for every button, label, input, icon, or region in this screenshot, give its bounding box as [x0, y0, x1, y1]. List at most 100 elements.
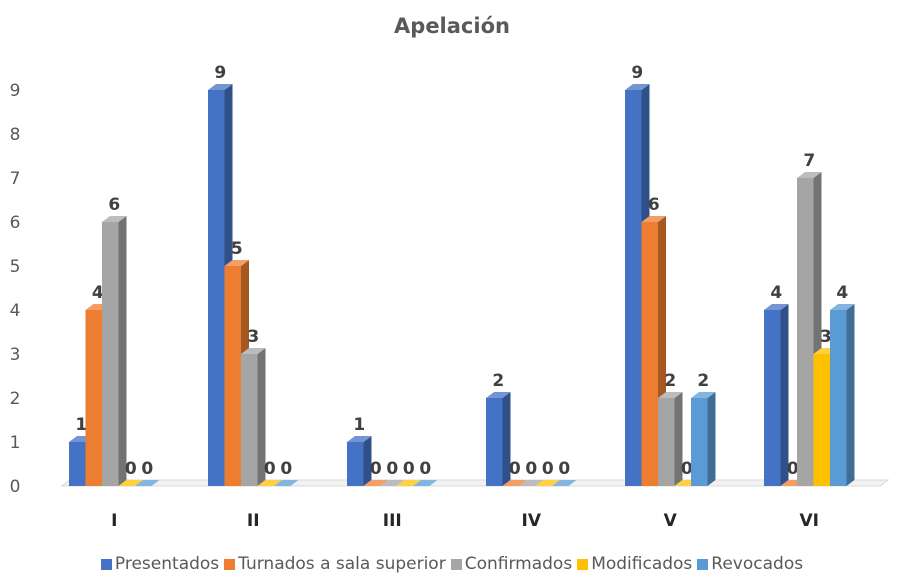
data-label: 0: [403, 459, 415, 479]
y-tick-label: 6: [10, 213, 21, 233]
bar-front: [641, 222, 658, 486]
legend-label: Revocados: [711, 554, 804, 574]
y-tick-label: 8: [10, 125, 21, 145]
x-tick-label: III: [383, 511, 402, 531]
bar-top: [224, 260, 249, 266]
bar-front: [691, 398, 708, 486]
bar-side: [363, 436, 372, 486]
bar-top: [535, 480, 560, 486]
bar-front: [347, 442, 364, 486]
bar-top: [691, 392, 716, 398]
data-label: 2: [492, 371, 504, 391]
legend-swatch: [697, 558, 709, 570]
legend-item: Confirmados: [450, 554, 572, 574]
bar: [535, 480, 560, 486]
bar: [830, 304, 855, 486]
bar: [552, 480, 577, 486]
data-label: 9: [631, 63, 643, 83]
bar-front: [764, 310, 781, 486]
legend-item: Revocados: [697, 554, 803, 574]
bar: [363, 480, 388, 486]
x-tick-label: VI: [800, 511, 819, 531]
bar-front: [69, 442, 86, 486]
data-label: 0: [370, 459, 382, 479]
bar-side: [707, 392, 716, 486]
y-tick-label: 4: [10, 301, 21, 321]
data-label: 9: [214, 63, 226, 83]
data-label: 0: [681, 459, 693, 479]
data-label: 3: [247, 327, 259, 347]
bar-top: [274, 480, 299, 486]
bar-front: [797, 178, 814, 486]
bar: [347, 436, 372, 486]
y-tick-label: 7: [10, 169, 21, 189]
bar-top: [764, 304, 789, 310]
bar: [241, 348, 266, 486]
bar: [257, 480, 282, 486]
bar-top: [257, 480, 282, 486]
data-label: 0: [419, 459, 431, 479]
x-tick-label: II: [247, 511, 260, 531]
data-label: 5: [231, 239, 243, 259]
y-tick-label: 3: [10, 345, 21, 365]
bar-top: [625, 84, 650, 90]
bar: [102, 216, 127, 486]
bar-front: [830, 310, 847, 486]
bar-top: [519, 480, 544, 486]
bar-top: [102, 216, 127, 222]
data-label: 0: [386, 459, 398, 479]
bar: [764, 304, 789, 486]
bar: [502, 480, 527, 486]
bar-top: [658, 392, 683, 398]
data-label: 4: [770, 283, 782, 303]
data-label: 0: [542, 459, 554, 479]
bar-top: [380, 480, 405, 486]
legend-item: Turnados a sala superior: [224, 554, 446, 574]
bar-top: [241, 348, 266, 354]
data-label: 1: [75, 415, 87, 435]
y-tick-label: 2: [10, 389, 21, 409]
data-label: 6: [108, 195, 120, 215]
data-label: 2: [697, 371, 709, 391]
chart-title: Apelación: [394, 14, 510, 38]
bar: [118, 480, 143, 486]
legend-item: Presentados: [100, 554, 219, 574]
legend-swatch: [450, 558, 462, 570]
bar: [274, 480, 299, 486]
bar-side: [118, 216, 127, 486]
bar: [658, 392, 683, 486]
data-label: 7: [803, 151, 815, 171]
bar-front: [224, 266, 241, 486]
legend-label: Modificados: [591, 554, 693, 574]
bar-top: [208, 84, 233, 90]
bar-top: [118, 480, 143, 486]
data-label: 3: [820, 327, 832, 347]
bar-front: [486, 398, 503, 486]
bar-front: [625, 90, 642, 486]
data-label: 0: [264, 459, 276, 479]
x-tick-label: V: [664, 511, 678, 531]
bar-top: [135, 480, 160, 486]
bar-side: [846, 304, 855, 486]
data-label: 0: [558, 459, 570, 479]
bar-top: [347, 436, 372, 442]
chart-legend: Presentados Turnados a sala superior Confi…: [0, 549, 904, 579]
bar-top: [641, 216, 666, 222]
bar: [691, 392, 716, 486]
data-label: 2: [664, 371, 676, 391]
y-tick-label: 0: [10, 477, 21, 497]
bar-top: [363, 480, 388, 486]
data-label: 0: [787, 459, 799, 479]
bar-top: [486, 392, 511, 398]
bar-side: [780, 304, 789, 486]
data-label: 0: [509, 459, 521, 479]
bar: [413, 480, 438, 486]
bar: [486, 392, 511, 486]
y-tick-label: 1: [10, 433, 21, 453]
legend-item: Modificados: [577, 554, 692, 574]
legend-label: Turnados a sala superior: [238, 554, 446, 574]
y-tick-label: 9: [10, 81, 21, 101]
legend-swatch: [224, 558, 236, 570]
bar: [380, 480, 405, 486]
